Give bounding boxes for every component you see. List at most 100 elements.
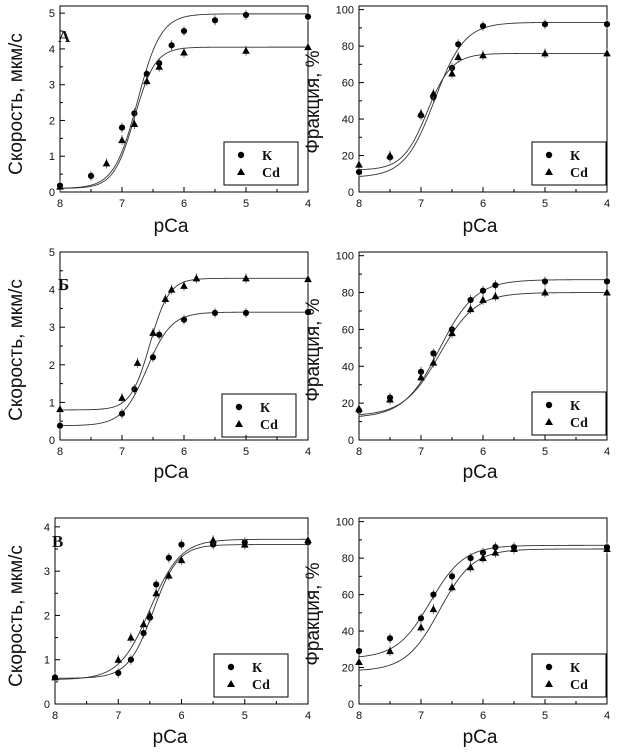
- data-point-cd: [386, 395, 394, 403]
- y-tick-label: 0: [348, 187, 354, 199]
- y-tick-label: 60: [342, 590, 354, 602]
- x-tick-label: 8: [57, 198, 63, 210]
- data-point-cd: [603, 49, 611, 57]
- x-axis-label: pCa: [463, 727, 498, 748]
- data-point-k: [304, 309, 312, 316]
- data-point-cd: [149, 328, 157, 336]
- y-tick-label: 40: [342, 361, 354, 373]
- y-tick-label: 60: [342, 324, 354, 336]
- plot-area-4: 8 7 6 5 4 0 1 2 3 4: [44, 517, 312, 722]
- data-point-k: [417, 615, 425, 622]
- data-point-cd: [242, 46, 250, 54]
- data-point-cd: [167, 285, 176, 293]
- data-point-cd: [118, 136, 126, 144]
- data-point-cd: [130, 120, 139, 128]
- fit-curve-k: [59, 13, 308, 189]
- y-tick-label: 1: [49, 151, 55, 163]
- data-point-k: [127, 656, 134, 663]
- data-point-cd: [417, 109, 425, 117]
- y-axis-label: Скорость, мкм/с: [6, 545, 27, 687]
- data-point-k: [355, 168, 363, 176]
- data-point-cd: [603, 288, 611, 296]
- y-tick-label: 20: [342, 151, 354, 163]
- chart-fraction-c: Фракция, % pCa К Cd: [303, 562, 607, 748]
- data-point-k: [479, 549, 487, 556]
- legend-label-cd: Cd: [570, 166, 588, 181]
- y-tick-label: 2: [44, 610, 50, 622]
- y-tick-label: 4: [49, 285, 55, 297]
- plot-area-2: 8 7 6 5 4 0 1 2 3 4 5: [49, 247, 312, 458]
- y-tick-label: 100: [336, 5, 354, 17]
- data-point-cd: [510, 545, 518, 552]
- data-point-k: [242, 11, 250, 19]
- data-point-k: [165, 554, 172, 561]
- data-point-cd: [102, 159, 111, 167]
- data-point-cd: [448, 583, 456, 591]
- legend: К Cd: [223, 141, 299, 186]
- data-point-cd: [448, 69, 456, 77]
- y-tick-label: 0: [44, 699, 50, 711]
- x-tick-label: 6: [181, 446, 187, 458]
- legend-label-k: К: [570, 661, 581, 676]
- data-point-cd: [491, 548, 500, 556]
- data-point-k: [479, 22, 487, 30]
- x-axis-label: pCa: [154, 216, 189, 237]
- data-point-k: [153, 581, 160, 588]
- y-tick-label: 0: [348, 699, 354, 711]
- data-point-k: [242, 309, 250, 317]
- legend-label-k: К: [570, 149, 581, 164]
- y-tick-label: 5: [49, 8, 55, 20]
- data-point-cd: [143, 77, 151, 85]
- data-point-cd: [177, 556, 186, 564]
- data-point-k: [178, 541, 185, 548]
- data-point-k: [140, 630, 147, 637]
- data-point-k: [149, 354, 157, 361]
- data-point-cd: [429, 89, 438, 97]
- legend-label-cd: Cd: [262, 166, 280, 181]
- x-tick-label: 8: [57, 446, 63, 458]
- x-axis-label: pCa: [154, 462, 189, 483]
- data-point-cd: [466, 305, 475, 313]
- data-point-k: [467, 296, 474, 304]
- x-tick-label: 6: [480, 446, 486, 458]
- data-point-k: [355, 648, 363, 655]
- data-point-k: [118, 410, 126, 417]
- data-point-cd: [165, 571, 173, 579]
- legend-label-cd: Cd: [260, 418, 278, 433]
- data-point-cd: [466, 563, 475, 571]
- data-point-k: [448, 64, 456, 72]
- data-point-cd: [180, 281, 188, 289]
- data-point-k: [386, 635, 394, 642]
- data-point-k: [115, 669, 122, 677]
- data-point-k: [479, 287, 487, 294]
- x-tick-label: 8: [52, 710, 58, 722]
- data-point-cd: [479, 295, 487, 303]
- data-point-cd: [386, 647, 394, 655]
- y-tick-label: 20: [342, 663, 354, 675]
- x-tick-label: 6: [181, 198, 187, 210]
- data-point-cd: [209, 536, 217, 544]
- data-point-k: [492, 282, 499, 289]
- y-tick-label: 40: [342, 114, 354, 126]
- data-point-k: [430, 350, 437, 357]
- chart-velocity-a: Скорость, мкм/с pCa А К Cd: [6, 27, 299, 237]
- data-point-cd: [386, 151, 394, 159]
- data-point-cd: [304, 43, 312, 51]
- fit-curve-cd: [54, 538, 308, 680]
- data-point-k: [455, 41, 462, 48]
- data-point-cd: [133, 358, 142, 366]
- y-tick-label: 80: [342, 288, 354, 300]
- y-axis-label: Фракция, %: [303, 562, 324, 665]
- data-point-cd: [152, 589, 160, 597]
- x-tick-label: 8: [356, 198, 362, 210]
- y-tick-label: 2: [49, 360, 55, 372]
- data-point-k: [541, 21, 549, 28]
- data-point-k: [417, 368, 425, 375]
- data-point-cd: [51, 673, 59, 681]
- y-tick-label: 80: [342, 553, 354, 565]
- y-tick-label: 40: [342, 626, 354, 638]
- data-point-cd: [429, 605, 438, 613]
- x-tick-label: 7: [418, 446, 424, 458]
